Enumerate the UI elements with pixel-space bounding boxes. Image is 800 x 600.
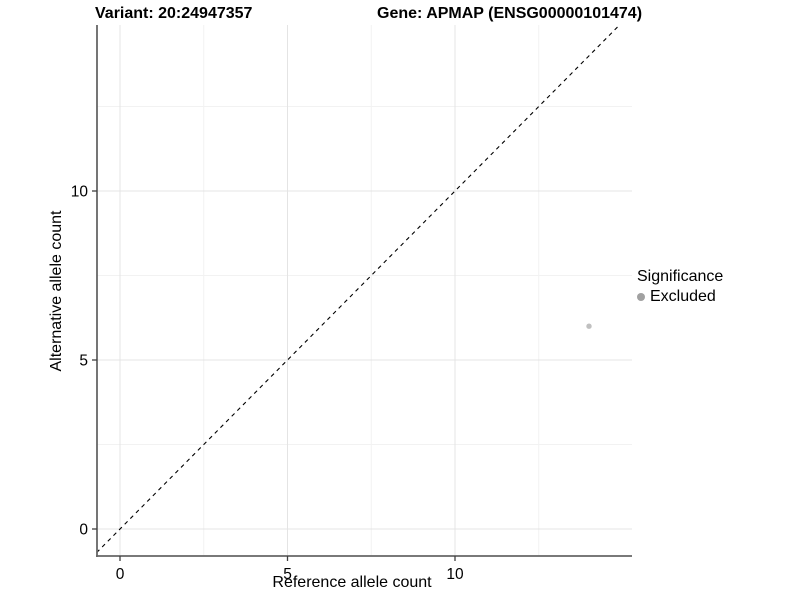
x-tick-label: 5 — [283, 566, 292, 583]
x-axis-title: Reference allele count — [272, 574, 432, 591]
y-tick-label: 10 — [71, 184, 89, 201]
y-tick-label: 0 — [79, 522, 88, 539]
x-tick-label: 10 — [446, 566, 464, 583]
plot-title-variant: Variant: 20:24947357 — [95, 5, 253, 22]
x-tick-label: 0 — [116, 566, 125, 583]
identity-dashed-line — [96, 24, 620, 554]
legend: Significance Excluded — [637, 268, 723, 306]
y-tick-label: 5 — [79, 353, 88, 370]
y-axis-title: Alternative allele count — [48, 210, 65, 372]
plot-title-gene: Gene: APMAP (ENSG00000101474) — [377, 5, 643, 22]
legend-dot-icon — [637, 293, 645, 301]
legend-item-label: Excluded — [650, 288, 716, 305]
legend-item-excluded: Excluded — [637, 288, 723, 306]
legend-title: Significance — [637, 268, 724, 285]
data-point — [586, 323, 592, 329]
